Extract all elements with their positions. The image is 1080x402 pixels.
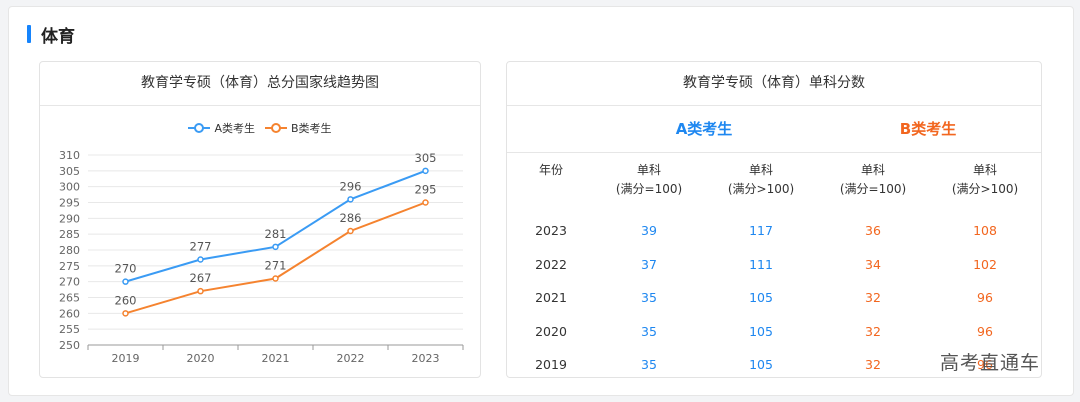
score-cell: 105 xyxy=(749,357,773,372)
data-label: 271 xyxy=(265,259,287,273)
section-header: 体育 xyxy=(27,23,75,47)
data-point xyxy=(347,227,354,235)
y-tick-label: 270 xyxy=(59,276,80,289)
data-point xyxy=(197,287,204,295)
y-tick-label: 290 xyxy=(59,212,80,225)
column-header: 单科 (满分>100) xyxy=(727,163,795,196)
data-point xyxy=(347,196,354,203)
data-label: 296 xyxy=(340,179,362,193)
score-cell: 117 xyxy=(749,223,773,238)
score-cell: 96 xyxy=(977,357,993,372)
x-tick-label: 2020 xyxy=(187,352,215,365)
category-a-label: A类考生 xyxy=(675,120,733,138)
data-point xyxy=(272,243,279,251)
section-title: 体育 xyxy=(41,26,75,47)
x-tick-label: 2022 xyxy=(337,352,365,365)
data-label: 295 xyxy=(415,183,437,197)
year-cell: 2020 xyxy=(535,323,567,339)
data-label: 281 xyxy=(265,227,287,241)
y-tick-label: 285 xyxy=(59,228,80,241)
score-cell: 96 xyxy=(977,290,993,305)
column-header: 单科 (满分=100) xyxy=(839,163,907,196)
table-card-title: 教育学专硕（体育）单科分数 xyxy=(507,62,1041,106)
year-cell: 2019 xyxy=(535,357,567,372)
watermark-text: 高考直通车 xyxy=(940,352,1041,374)
data-point xyxy=(122,310,129,317)
score-cell: 37 xyxy=(641,256,657,272)
trend-chart-card: 教育学专硕（体育）总分国家线趋势图 A类考生 B类考生 250 255 260 265… xyxy=(39,61,481,378)
y-tick-label: 305 xyxy=(59,165,80,178)
score-cell: 36 xyxy=(865,223,881,238)
legend-label-a: A类考生 xyxy=(214,122,255,135)
category-b-label: B类考生 xyxy=(899,120,957,138)
legend-line-icon xyxy=(264,123,287,133)
legend-item-a[interactable]: A类考生 xyxy=(188,120,255,136)
data-point xyxy=(272,275,279,282)
score-cell: 96 xyxy=(977,323,993,339)
y-tick-label: 260 xyxy=(59,307,80,320)
score-cell: 39 xyxy=(641,223,657,238)
data-label: 267 xyxy=(190,271,212,285)
score-cell: 35 xyxy=(641,357,657,372)
score-table-card: 教育学专硕（体育）单科分数 A类考生 B类考生 年份 单科 (满分=100) 单科 … xyxy=(506,61,1042,378)
score-cell: 105 xyxy=(749,290,773,305)
legend-dot-icon xyxy=(194,123,205,133)
data-point xyxy=(122,278,129,285)
column-header: 单科 (满分=100) xyxy=(615,163,683,196)
score-cell: 32 xyxy=(865,290,881,305)
y-tick-label: 300 xyxy=(59,181,80,194)
score-cell: 108 xyxy=(973,223,997,238)
column-header: 年份 xyxy=(538,163,563,177)
legend-item-b[interactable]: B类考生 xyxy=(264,120,332,136)
y-tick-label: 255 xyxy=(59,323,80,336)
line-chart: 250 255 260 265 270 275 280 285 290 295 300 305 310 2… xyxy=(59,149,464,365)
legend-line-icon xyxy=(188,123,211,133)
y-tick-label: 265 xyxy=(59,292,80,305)
y-tick-label: 310 xyxy=(59,149,80,162)
chart-card-title: 教育学专硕（体育）总分国家线趋势图 xyxy=(40,62,480,106)
score-cell: 102 xyxy=(973,256,997,272)
score-cell: 111 xyxy=(749,256,773,272)
y-tick-label: 280 xyxy=(59,244,80,257)
score-cell: 35 xyxy=(641,323,657,339)
year-cell: 2023 xyxy=(535,223,567,238)
score-cell: 32 xyxy=(865,357,881,372)
data-label: 270 xyxy=(115,262,137,276)
data-point xyxy=(197,256,204,263)
data-label: 286 xyxy=(340,211,362,225)
legend-label-b: B类考生 xyxy=(290,122,332,135)
y-tick-label: 250 xyxy=(59,339,80,352)
x-tick-label: 2023 xyxy=(412,352,440,365)
data-label: 260 xyxy=(115,293,137,307)
year-cell: 2021 xyxy=(535,290,567,305)
y-tick-label: 295 xyxy=(59,197,80,210)
score-cell: 35 xyxy=(641,290,657,305)
score-cell: 105 xyxy=(749,323,773,339)
score-cell: 34 xyxy=(865,256,881,272)
year-cell: 2022 xyxy=(535,256,567,272)
data-label: 305 xyxy=(415,151,437,165)
section-accent-bar xyxy=(27,25,31,43)
x-tick-label: 2019 xyxy=(112,352,140,365)
data-point xyxy=(422,199,429,206)
x-tick-label: 2021 xyxy=(262,352,290,365)
score-cell: 32 xyxy=(865,323,881,339)
data-label: 277 xyxy=(190,240,212,254)
legend-dot-icon xyxy=(270,123,281,133)
page-panel: 体育 教育学专硕（体育）总分国家线趋势图 A类考生 B类考生 250 255 260… xyxy=(8,6,1074,396)
y-tick-label: 275 xyxy=(59,260,80,273)
data-point xyxy=(422,167,429,175)
category-header-row: A类考生 B类考生 xyxy=(507,106,1041,153)
chart-legend: A类考生 B类考生 xyxy=(40,120,480,136)
column-header: 单科 (满分>100) xyxy=(951,163,1019,196)
